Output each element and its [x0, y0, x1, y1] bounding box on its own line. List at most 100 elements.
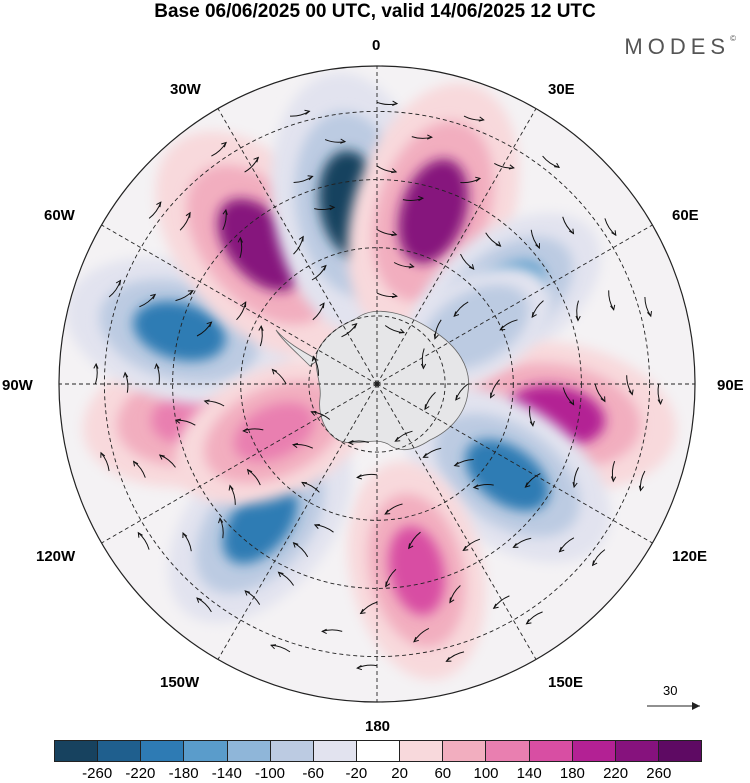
wind-vector-head: [391, 231, 398, 237]
wind-vector-head: [413, 636, 419, 643]
graticule: [59, 66, 695, 702]
wind-vector-head: [307, 175, 314, 181]
wind-vector-head: [246, 468, 253, 475]
wind-vector-head: [304, 109, 311, 115]
wind-vector-head: [499, 325, 506, 331]
colorbar-tick-label: 140: [516, 765, 542, 782]
wind-vector-head: [351, 323, 358, 329]
wind-vector-head: [394, 436, 401, 442]
wind-vector-head: [292, 541, 299, 548]
wind-vector-head: [531, 312, 537, 319]
wind-vector-head: [100, 451, 106, 458]
wind-vector-head: [154, 363, 160, 370]
wind-vector-head: [490, 392, 495, 399]
wind-vector-head: [270, 644, 277, 650]
antarctica-landmass: [275, 311, 470, 450]
map-border: [58, 65, 696, 703]
colorbar-tick-label: 260: [646, 765, 672, 782]
colorbar-tick-label: -60: [302, 765, 325, 782]
wind-vector-head: [123, 371, 129, 378]
wind-vector-head: [196, 597, 202, 603]
wind-vector-head: [242, 428, 249, 434]
wind-vector-head: [237, 236, 243, 243]
anomaly-cell: [347, 461, 486, 680]
colorbar-segment: [141, 741, 185, 761]
anomaly-field: [65, 72, 677, 680]
wind-vector-head: [340, 138, 347, 144]
colorbar-tick-label: -220: [125, 765, 156, 782]
wind-vector-head: [301, 481, 308, 487]
colorbar-segment: [400, 741, 444, 761]
wind-vector-head: [321, 628, 327, 635]
wind-vector-head: [408, 543, 414, 550]
wind-vector-head: [512, 543, 519, 548]
wind-vector-head: [568, 228, 575, 235]
colorbar-segment: [529, 741, 573, 761]
wind-vector-head: [206, 321, 213, 328]
wind-vector-head: [525, 619, 532, 625]
wind-vector-head: [277, 571, 284, 578]
page-title: Base 06/06/2025 00 UTC, valid 14/06/2025…: [154, 1, 596, 22]
wind-vector-head: [174, 418, 181, 424]
wind-vector-head: [392, 100, 399, 106]
wind-vector-head: [298, 235, 304, 242]
wind-vector-head: [572, 481, 578, 489]
wind-vector-head: [156, 201, 162, 208]
colorbar-segment: [184, 741, 228, 761]
wind-vector-head: [228, 484, 234, 491]
wind-vector-head: [453, 461, 460, 467]
colorbar-segment: [486, 741, 530, 761]
wind-vector-head: [311, 355, 317, 362]
colorbar-segment: [55, 741, 99, 761]
wind-vector-head: [347, 439, 354, 446]
wind-vector-head: [420, 363, 427, 370]
wind-vector-head: [115, 279, 122, 286]
wind-vector-head: [475, 176, 482, 182]
lon-label-180: 180: [365, 718, 391, 735]
wind-vector-head: [319, 302, 325, 309]
wind-vector-head: [558, 546, 565, 553]
wind-vector-head: [222, 208, 228, 215]
wind-vector-head: [244, 590, 251, 596]
wind-vector-head: [385, 581, 391, 588]
colorbar-tick-label: -260: [82, 765, 113, 782]
wind-vector-head: [398, 328, 405, 334]
wind-vector-head: [591, 560, 598, 567]
lon-label-120e: 120E: [672, 548, 708, 565]
colorbar-segment: [615, 741, 659, 761]
wind-vector-head: [610, 304, 616, 311]
wind-vector-head: [657, 399, 663, 406]
colorbar-segment: [270, 741, 314, 761]
lon-label-150w: 150W: [160, 674, 200, 691]
wind-vector-head: [449, 597, 455, 604]
wind-vector-head: [408, 263, 415, 269]
colorbar-segment: [313, 741, 357, 761]
wind-vector-head: [271, 368, 278, 375]
wind-vector-head: [356, 664, 363, 671]
colorbar-segment: [356, 741, 401, 761]
lon-label-30e: 30E: [548, 81, 575, 98]
latitude-circle: [308, 315, 446, 453]
wind-vector-head: [321, 264, 327, 271]
wind-vector-head: [418, 195, 425, 202]
lon-label-60w: 60W: [44, 207, 75, 224]
wind-vector-head: [313, 524, 320, 529]
wind-vector-head: [472, 484, 479, 490]
wind-vector-head: [185, 211, 191, 218]
lon-label-0: 0: [372, 37, 381, 54]
lon-label-90e: 90E: [717, 377, 744, 394]
wind-vector-head: [253, 156, 260, 163]
wind-vector-head: [455, 394, 461, 401]
brand-name: MODES: [624, 34, 731, 59]
colorbar-tick-label: -140: [211, 765, 242, 782]
wind-vector-head: [638, 485, 644, 492]
wind-vector-head: [478, 116, 485, 122]
wind-vector-head: [310, 411, 317, 416]
lon-label-90w: 90W: [2, 377, 33, 394]
wind-vector-head: [258, 324, 264, 331]
latitude-circle: [103, 110, 651, 658]
wind-vector-head: [359, 608, 366, 615]
colorbar-segment: [98, 741, 142, 761]
wind-vector-head: [468, 264, 475, 270]
